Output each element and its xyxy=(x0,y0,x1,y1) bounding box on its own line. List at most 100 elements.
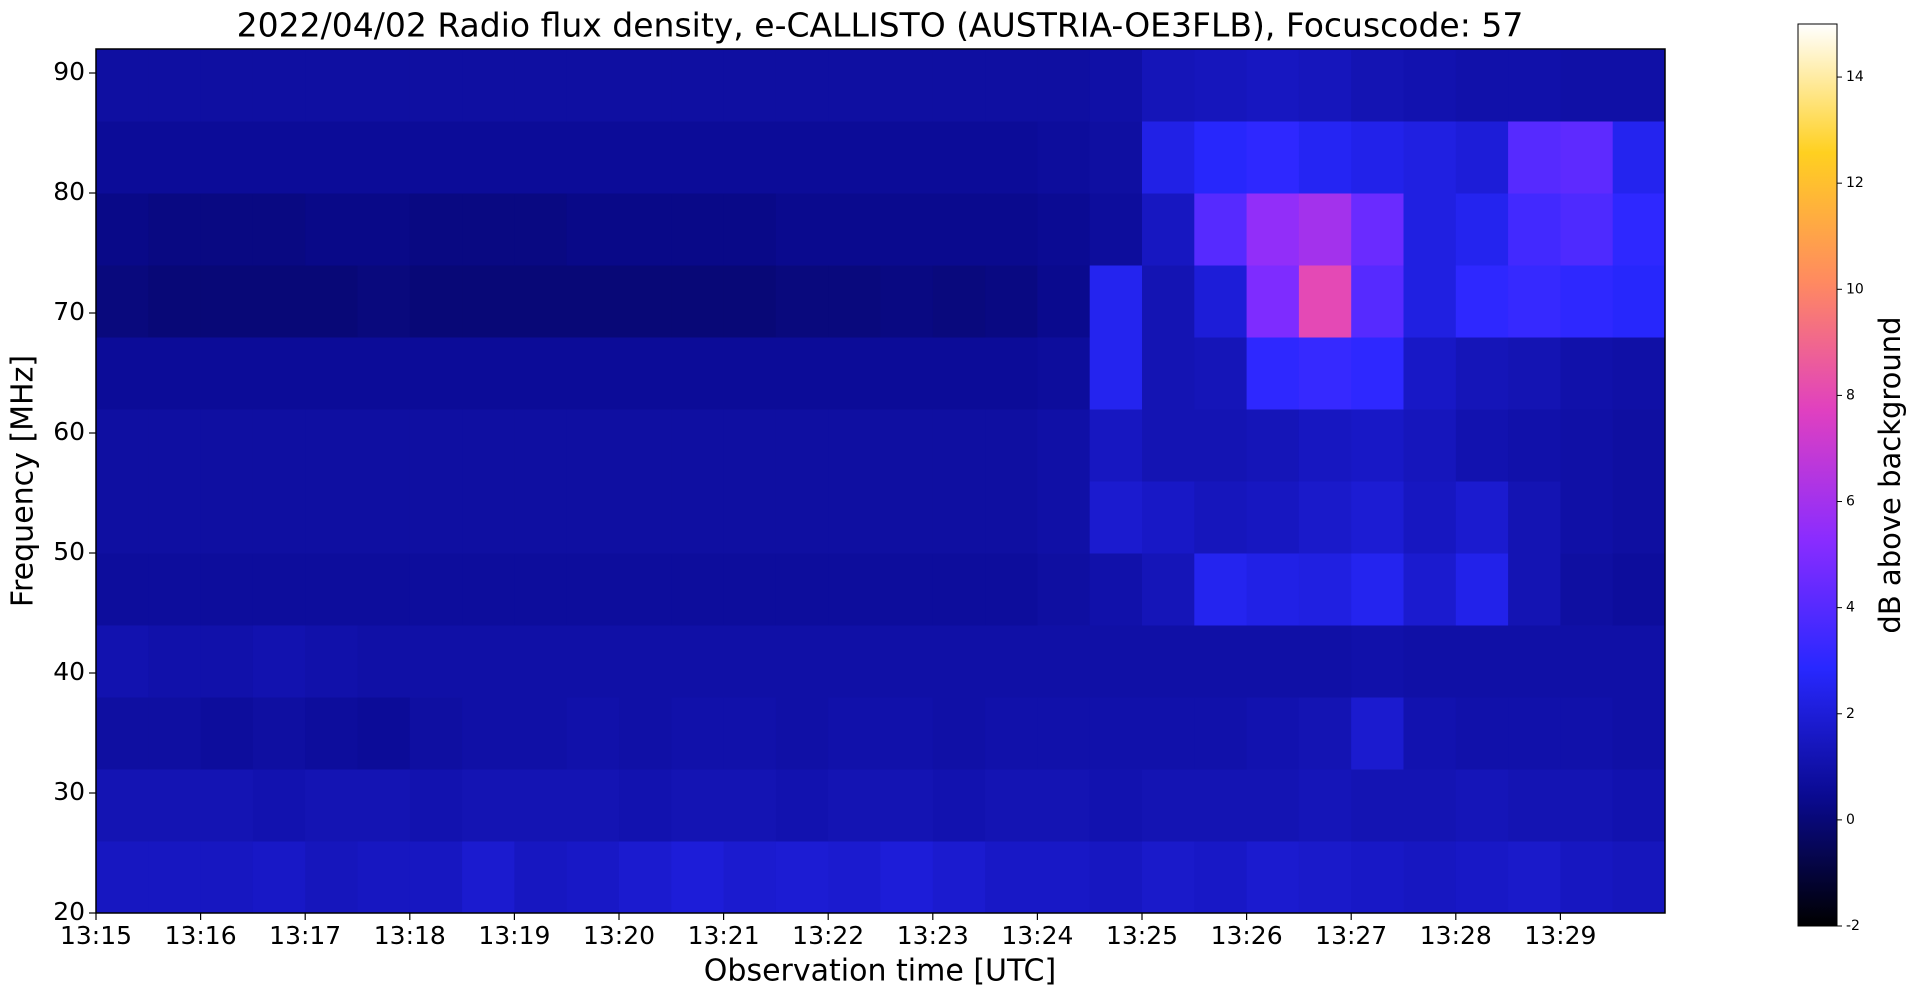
heat-cell xyxy=(1298,697,1352,770)
heat-cell xyxy=(148,697,202,770)
heat-cell xyxy=(1194,841,1248,914)
heat-cell xyxy=(1508,697,1561,770)
heat-cell xyxy=(775,769,829,842)
heat-cell xyxy=(200,121,254,194)
heat-cell xyxy=(1351,337,1404,410)
heat-cell xyxy=(619,481,672,554)
heat-cell xyxy=(357,625,411,698)
heat-cell xyxy=(305,193,358,266)
y-tick-label: 90 xyxy=(53,57,85,86)
heat-cell xyxy=(1612,625,1666,698)
heat-cell xyxy=(96,121,149,194)
x-tick-label: 13:15 xyxy=(60,921,132,950)
heat-cell xyxy=(357,553,411,626)
heat-cell xyxy=(1403,337,1457,410)
heat-cell xyxy=(566,697,620,770)
heat-cell xyxy=(409,49,463,122)
y-tick-label: 60 xyxy=(53,417,85,446)
heat-cell xyxy=(566,841,620,914)
heat-cell xyxy=(775,553,829,626)
heat-cell xyxy=(619,841,672,914)
heat-cell xyxy=(1508,265,1561,338)
heat-cell xyxy=(1612,841,1666,914)
heat-cell xyxy=(1194,769,1248,842)
heat-cell xyxy=(96,841,149,914)
heat-cell xyxy=(775,121,829,194)
heat-cell xyxy=(1403,553,1457,626)
heat-cell xyxy=(1560,121,1614,194)
heat-cell xyxy=(1351,193,1404,266)
heat-cell xyxy=(723,841,777,914)
heat-cell xyxy=(1142,697,1195,770)
heat-cell xyxy=(514,409,568,482)
heat-cell xyxy=(1508,841,1561,914)
heat-cell xyxy=(723,49,777,122)
heat-cell xyxy=(200,841,254,914)
x-tick-label: 13:17 xyxy=(269,921,341,950)
heat-cell xyxy=(1246,553,1300,626)
heat-cell xyxy=(96,481,149,554)
heat-cell xyxy=(200,337,254,410)
heat-cell xyxy=(1560,265,1614,338)
heat-cell xyxy=(1246,697,1300,770)
heat-cell xyxy=(252,121,306,194)
heat-cell xyxy=(357,193,411,266)
heat-cell xyxy=(1455,193,1509,266)
heat-cell xyxy=(96,265,149,338)
heat-cell xyxy=(462,769,515,842)
heat-cell xyxy=(200,49,254,122)
heat-cell xyxy=(514,553,568,626)
colorbar-tick-label: 12 xyxy=(1846,175,1864,191)
heat-cell xyxy=(985,481,1038,554)
heat-cell xyxy=(357,121,411,194)
heat-cell xyxy=(1455,841,1509,914)
heat-cell xyxy=(200,697,254,770)
heat-cell xyxy=(880,337,934,410)
heat-cell xyxy=(305,265,358,338)
heat-cell xyxy=(1037,337,1091,410)
heat-cell xyxy=(1037,625,1091,698)
heatmap xyxy=(96,49,1666,914)
heat-cell xyxy=(566,553,620,626)
heat-cell xyxy=(1560,697,1614,770)
heat-cell xyxy=(566,481,620,554)
heat-cell xyxy=(462,625,515,698)
heat-cell xyxy=(409,337,463,410)
heat-cell xyxy=(1246,409,1300,482)
heat-cell xyxy=(514,625,568,698)
heat-cell xyxy=(1351,769,1404,842)
heat-cell xyxy=(880,265,934,338)
heat-cell xyxy=(200,193,254,266)
heat-cell xyxy=(148,121,202,194)
heat-cell xyxy=(1455,337,1509,410)
heat-cell xyxy=(1298,265,1352,338)
heat-cell xyxy=(828,481,881,554)
heat-cell xyxy=(880,697,934,770)
y-tick-label: 50 xyxy=(53,537,85,566)
heat-cell xyxy=(880,49,934,122)
heat-cell xyxy=(409,625,463,698)
heat-cell xyxy=(1037,553,1091,626)
heat-cell xyxy=(305,553,358,626)
heat-cell xyxy=(357,841,411,914)
heat-cell xyxy=(671,121,725,194)
x-tick-label: 13:24 xyxy=(1001,921,1073,950)
heat-cell xyxy=(409,841,463,914)
heat-cell xyxy=(985,193,1038,266)
heat-cell xyxy=(1037,121,1091,194)
heat-cell xyxy=(932,841,986,914)
colorbar-tick-label: 4 xyxy=(1846,600,1855,616)
heat-cell xyxy=(200,481,254,554)
heat-cell xyxy=(148,265,202,338)
heat-cell xyxy=(775,625,829,698)
x-tick-label: 13:27 xyxy=(1315,921,1387,950)
heat-cell xyxy=(1298,481,1352,554)
heat-cell xyxy=(462,409,515,482)
heat-cell xyxy=(252,697,306,770)
x-tick-label: 13:22 xyxy=(792,921,864,950)
heat-cell xyxy=(985,409,1038,482)
heat-cell xyxy=(514,481,568,554)
x-tick-label: 13:16 xyxy=(165,921,237,950)
heat-cell xyxy=(932,409,986,482)
heat-cell xyxy=(1351,697,1404,770)
